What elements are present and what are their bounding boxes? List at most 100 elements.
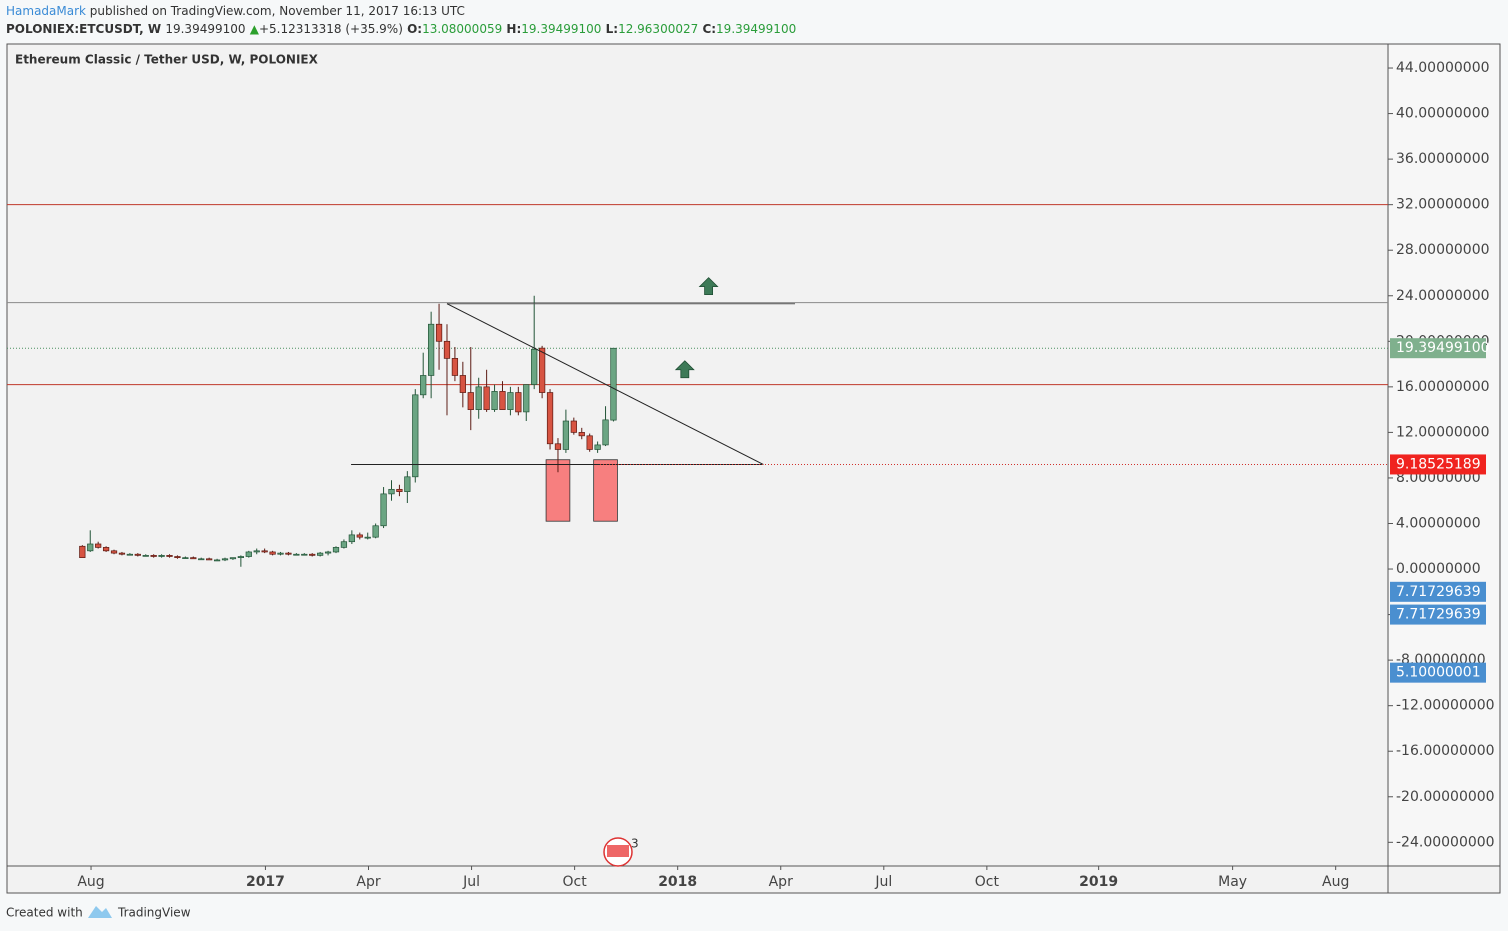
x-tick-label: Apr (356, 874, 380, 890)
candle-body (102, 547, 110, 552)
change: +5.12313318 (+35.9%) (259, 22, 403, 36)
candle-body (340, 541, 348, 548)
event-flag (607, 845, 629, 857)
ohlc-value: 12.96300027 (618, 22, 698, 36)
candle-body (586, 435, 593, 450)
candle-body (602, 419, 609, 446)
price-label-bg (1390, 604, 1486, 625)
y-tick-label: 4.00000000 (1396, 515, 1481, 531)
y-tick-label: 16.00000000 (1396, 379, 1490, 395)
y-tick-label: 24.00000000 (1396, 288, 1490, 304)
candle-body (531, 348, 538, 385)
candle-body (134, 553, 141, 556)
y-tick-label: 32.00000000 (1396, 197, 1490, 213)
candle-body (285, 552, 292, 555)
candle-body (523, 384, 530, 413)
price-label-bg (1390, 581, 1486, 602)
candle-body (380, 493, 387, 527)
candle-body (317, 552, 324, 556)
ohlc-value: 19.39499100 (716, 22, 796, 36)
published: published on TradingView.com, November 1… (86, 4, 465, 18)
candle-body (515, 392, 522, 413)
price-label-bg (1390, 662, 1486, 683)
candle-body (301, 553, 308, 556)
candle-body (324, 551, 332, 554)
candle-body (507, 392, 514, 410)
candle-body (412, 394, 419, 478)
plot-area (7, 204, 1388, 567)
candle-body (213, 559, 221, 562)
candle-body (245, 551, 252, 557)
candle-body (174, 556, 181, 559)
price-label: 7.71729639 (1396, 584, 1481, 600)
price-label-bg (1390, 454, 1486, 475)
symbol: POLONIEX:ETCUSDT, W (6, 22, 161, 36)
candle-body (221, 558, 229, 561)
candle-body (253, 550, 260, 553)
candle-body (459, 375, 466, 393)
candle-body (475, 386, 482, 410)
y-tick-label: -24.00000000 (1396, 834, 1495, 850)
chart-title: Ethereum Classic / Tether USD, W, POLONI… (15, 53, 319, 67)
candle-body (443, 340, 451, 359)
event-count: 3 (631, 837, 639, 851)
candle-body (420, 375, 427, 396)
candle-body (483, 386, 490, 410)
candle-body (491, 391, 498, 410)
candle-body (126, 553, 134, 556)
candle-body (578, 432, 585, 437)
footer: Created with (6, 906, 83, 920)
candle-body (237, 556, 244, 559)
candle-body (451, 358, 459, 376)
candle-body (554, 443, 562, 450)
x-tick-label: Jul (874, 874, 892, 890)
candle-body (158, 555, 165, 557)
y-tick-label: 0.00000000 (1396, 561, 1481, 577)
y-tick-label: 36.00000000 (1396, 151, 1490, 167)
candle-body (332, 547, 340, 553)
candle-body (610, 347, 617, 421)
y-tick-label: 12.00000000 (1396, 424, 1490, 440)
ohlc-key: L: (606, 22, 618, 36)
candle-body (404, 476, 411, 492)
x-tick-label: Aug (1322, 874, 1349, 890)
x-tick-label: Jul (462, 874, 480, 890)
candle-body (166, 555, 173, 557)
candle-body (142, 555, 149, 557)
x-tick-label: Apr (769, 874, 793, 890)
price-label: 5.10000001 (1396, 665, 1481, 681)
candle-body (309, 553, 316, 556)
candle-body (190, 557, 197, 560)
price-label: 7.71729639 (1396, 607, 1481, 623)
candle-body (150, 555, 157, 557)
brand-logo (88, 906, 112, 918)
candle-body (435, 323, 443, 342)
candle-body (95, 543, 102, 548)
ohlc-key: O: (407, 22, 422, 36)
arrow-up (674, 360, 695, 379)
candle-body (182, 557, 189, 560)
header-line: HamadaMark published on TradingView.com,… (6, 4, 465, 18)
x-tick-label: 2017 (246, 874, 285, 890)
price-label: 19.39499100 (1396, 340, 1490, 356)
candle-body (198, 558, 205, 561)
change-arrow: ▲ (250, 22, 260, 36)
price-label: 9.18525189 (1396, 456, 1481, 472)
last-price: 19.39499100 (165, 22, 245, 36)
candle-body (356, 534, 363, 538)
candle-body (348, 534, 355, 543)
box (593, 459, 618, 522)
candle-body (499, 391, 506, 410)
candle-body (372, 525, 379, 538)
candle-body (594, 444, 601, 450)
x-tick-label: May (1218, 874, 1247, 890)
x-tick-label: Aug (77, 874, 104, 890)
y-tick-label: -20.00000000 (1396, 789, 1495, 805)
symbol-line: POLONIEX:ETCUSDT, W 19.39499100 ▲+5.1231… (6, 22, 796, 36)
author: HamadaMark (6, 4, 86, 18)
candle-body (79, 545, 86, 559)
candle-body (364, 536, 371, 539)
y-tick-label: 28.00000000 (1396, 242, 1490, 258)
candle-body (538, 347, 546, 393)
